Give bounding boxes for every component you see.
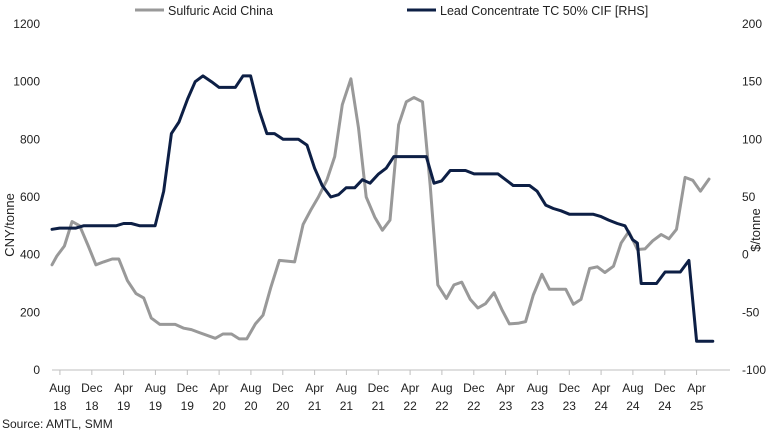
x-tick-label-month: Aug <box>145 381 166 395</box>
y-axis-right-title: $/tonne <box>748 208 763 251</box>
x-tick-label-month: Dec <box>368 381 389 395</box>
x-tick-label-year: 22 <box>467 399 481 413</box>
x-tick-label-month: Aug <box>49 381 70 395</box>
x-tick-label-month: Apr <box>592 381 611 395</box>
legend-label-lead-concentrate: Lead Concentrate TC 50% CIF [RHS] <box>440 4 648 18</box>
x-tick-label-year: 23 <box>499 399 513 413</box>
x-tick-label-month: Aug <box>336 381 357 395</box>
x-tick-label-year: 24 <box>658 399 672 413</box>
x-tick-label-month: Dec <box>559 381 580 395</box>
x-tick-label-month: Apr <box>687 381 706 395</box>
y-right-tick-label: 200 <box>742 17 762 31</box>
x-tick-label-month: Dec <box>463 381 484 395</box>
x-tick-label-year: 21 <box>308 399 322 413</box>
x-tick-label-month: Dec <box>654 381 675 395</box>
x-tick-label-year: 25 <box>690 399 704 413</box>
y-left-tick-label: 1200 <box>13 17 40 31</box>
y-right-tick-label: -50 <box>742 305 760 319</box>
x-tick-label-month: Apr <box>305 381 324 395</box>
x-tick-label-year: 21 <box>372 399 386 413</box>
y-right-tick-label: -100 <box>742 363 766 377</box>
x-tick-label-year: 19 <box>117 399 131 413</box>
y-right-tick-label: 50 <box>742 190 756 204</box>
source-note: Source: AMTL, SMM <box>2 417 113 431</box>
y-right-tick-label: 0 <box>742 248 749 262</box>
x-tick-label-year: 23 <box>531 399 545 413</box>
legend-label-sulfuric-acid: Sulfuric Acid China <box>168 4 273 18</box>
y-right-tick-label: 150 <box>742 75 762 89</box>
y-left-tick-label: 600 <box>20 190 40 204</box>
x-tick-label-month: Aug <box>622 381 643 395</box>
x-tick-label-month: Dec <box>81 381 102 395</box>
series-line-lead-concentrate <box>50 74 715 343</box>
x-tick-label-year: 20 <box>244 399 258 413</box>
y-left-tick-label: 800 <box>20 132 40 146</box>
series-layer <box>50 74 715 343</box>
x-tick-label-month: Apr <box>114 381 133 395</box>
x-axis: Aug 18 Dec 18 Apr 19 Aug 19 Dec 19 Apr 20 Aug 20 Dec 20… <box>49 369 730 413</box>
x-tick-label-month: Aug <box>527 381 548 395</box>
x-tick-label-month: Apr <box>401 381 420 395</box>
x-tick-label-year: 23 <box>563 399 577 413</box>
x-tick-label-year: 18 <box>53 399 67 413</box>
x-tick-label-year: 18 <box>85 399 99 413</box>
x-tick-label-year: 22 <box>435 399 449 413</box>
x-tick-label-year: 20 <box>212 399 226 413</box>
y-left-tick-label: 1000 <box>13 75 40 89</box>
x-tick-label-year: 24 <box>594 399 608 413</box>
x-tick-label-year: 19 <box>149 399 163 413</box>
x-tick-label-year: 21 <box>340 399 354 413</box>
x-tick-label-month: Aug <box>240 381 261 395</box>
y-axis-left: 0 200 400 600 800 1000 1200 <box>13 17 40 377</box>
series-line-sulfuric-acid <box>50 77 711 341</box>
x-tick-label-month: Dec <box>272 381 293 395</box>
x-tick-label-year: 20 <box>276 399 290 413</box>
y-left-tick-label: 0 <box>33 363 40 377</box>
y-left-tick-label: 200 <box>20 305 40 319</box>
y-left-tick-label: 400 <box>20 248 40 262</box>
x-tick-label-month: Dec <box>177 381 198 395</box>
legend: Sulfuric Acid China Lead Concentrate TC … <box>135 4 648 18</box>
y-right-tick-label: 100 <box>742 132 762 146</box>
x-tick-label-month: Apr <box>210 381 229 395</box>
x-tick-label-month: Aug <box>431 381 452 395</box>
y-axis-right: -100 -50 0 50 100 150 200 <box>742 17 766 377</box>
x-tick-label-year: 19 <box>181 399 195 413</box>
x-tick-label-year: 22 <box>403 399 417 413</box>
x-tick-label-month: Apr <box>496 381 515 395</box>
y-axis-left-title: CNY/tonne <box>2 193 17 257</box>
x-tick-label-year: 24 <box>626 399 640 413</box>
